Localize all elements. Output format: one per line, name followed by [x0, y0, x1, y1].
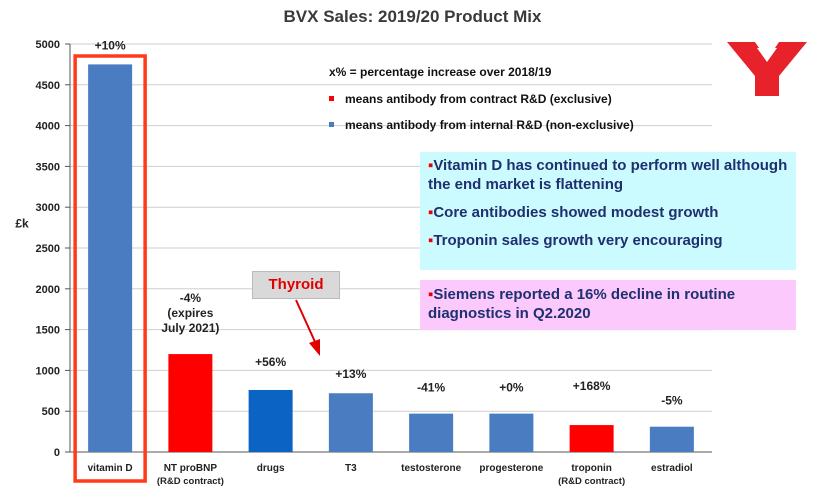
data-label: +168% — [573, 379, 611, 393]
legend-internal: means antibody from internal R&D (non-ex… — [345, 118, 634, 132]
callout-arrow — [295, 299, 317, 345]
thyroid-callout: Thyroid — [252, 271, 340, 299]
y-tick-label: 1500 — [36, 325, 60, 337]
y-tick-label: 2500 — [36, 243, 60, 255]
x-tick-label: (R&D contract) — [558, 476, 625, 487]
data-label: July 2021) — [161, 321, 219, 335]
highlight-box — [73, 54, 147, 483]
data-label: +13% — [335, 367, 366, 381]
bullet-icon: ▪ — [428, 232, 434, 249]
legend-contract: means antibody from contract R&D (exclus… — [345, 92, 612, 106]
bullet-icon: ▪ — [428, 286, 434, 303]
bar — [569, 425, 614, 452]
note-1: ▪Vitamin D has continued to perform well… — [428, 157, 788, 193]
bar — [248, 389, 293, 452]
data-label: -5% — [661, 394, 683, 408]
x-tick-label: NT proBNP — [164, 463, 218, 474]
y-axis-label: £k — [15, 217, 29, 231]
x-tick-label: drugs — [257, 463, 285, 474]
data-label: +0% — [499, 381, 524, 395]
x-tick-label: progesterone — [479, 463, 543, 474]
note-3: ▪Troponin sales growth very encouraging — [428, 232, 723, 249]
x-tick-label: testosterone — [401, 463, 461, 474]
commentary-box: ▪Vitamin D has continued to perform well… — [420, 152, 796, 270]
market-note: ▪Siemens reported a 16% decline in routi… — [428, 286, 736, 322]
y-tick-label: 5000 — [36, 39, 60, 51]
bullet-icon: ▪ — [428, 204, 434, 221]
x-tick-label: troponin — [571, 463, 612, 474]
bar — [328, 393, 373, 452]
y-tick-label: 2000 — [36, 284, 60, 296]
y-tick-label: 3000 — [36, 202, 60, 214]
note-2: ▪Core antibodies showed modest growth — [428, 204, 719, 221]
data-label: +10% — [95, 38, 126, 52]
data-label: +56% — [255, 355, 286, 369]
bullet-icon: ▪ — [428, 157, 434, 174]
market-note-box: ▪Siemens reported a 16% decline in routi… — [420, 280, 796, 330]
legend-contract-swatch — [329, 96, 334, 101]
y-tick-label: 4500 — [36, 80, 60, 92]
bar — [649, 426, 694, 452]
x-tick-label: (R&D contract) — [157, 476, 224, 487]
y-tick-label: 0 — [54, 447, 60, 459]
data-label: -41% — [417, 381, 445, 395]
y-tick-label: 500 — [42, 406, 60, 418]
legend-internal-swatch — [329, 122, 334, 127]
y-tick-label: 3500 — [36, 161, 60, 173]
bar — [168, 354, 213, 452]
bar — [88, 64, 133, 453]
y-tick-label: 4000 — [36, 121, 60, 133]
chart-title: BVX Sales: 2019/20 Product Mix — [283, 7, 542, 26]
data-label: -4% — [180, 291, 202, 305]
arrow-head-icon — [309, 339, 320, 356]
bar — [489, 413, 534, 452]
x-tick-label: vitamin D — [88, 463, 133, 474]
x-tick-label: estradiol — [651, 463, 693, 474]
bar — [409, 413, 454, 452]
data-label: (expires — [167, 306, 213, 320]
y-tick-label: 1000 — [36, 365, 60, 377]
company-logo — [723, 38, 811, 98]
x-tick-label: T3 — [345, 463, 357, 474]
legend-note: x% = percentage increase over 2018/19 — [329, 65, 552, 79]
